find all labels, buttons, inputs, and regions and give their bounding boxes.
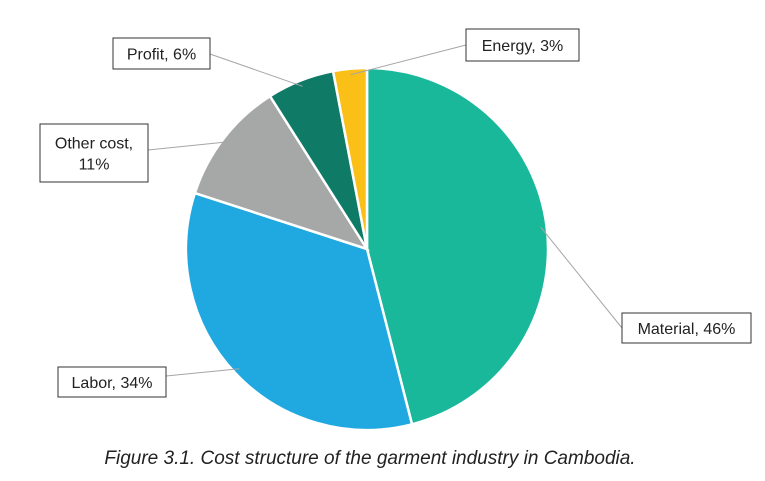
leader-line-labor [165,368,240,377]
label-box-energy [465,28,580,62]
label-box-material [621,312,752,344]
data-label-other-cost-line-1: Other cost, [55,136,133,153]
data-label-labor: Labor, 34% [72,375,153,392]
data-label-energy: Energy, 3% [482,38,564,55]
pie-slice-energy [331,66,369,250]
pie-slice-labor [184,191,414,432]
data-label-profit: Profit, 6% [127,47,196,64]
data-label-other-cost-line-2: 11% [79,157,110,174]
label-box-other-cost [39,123,149,183]
pie-slices [184,66,550,432]
pie-slice-other-cost [193,94,370,252]
leader-line-energy [350,44,467,76]
label-box-labor [57,366,167,398]
leader-line-material [540,226,623,329]
pie-slice-material [365,66,550,426]
leader-line-profit [209,53,303,87]
figure-caption: Figure 3.1. Cost structure of the garmen… [104,448,636,469]
leader-line-other-cost [147,141,229,151]
label-box-profit [112,37,211,70]
data-label-material: Material, 46% [638,321,736,338]
leader-lines [147,44,623,377]
data-labels: Material, 46% Labor, 34% Other cost, 11% Pro… [39,28,752,398]
